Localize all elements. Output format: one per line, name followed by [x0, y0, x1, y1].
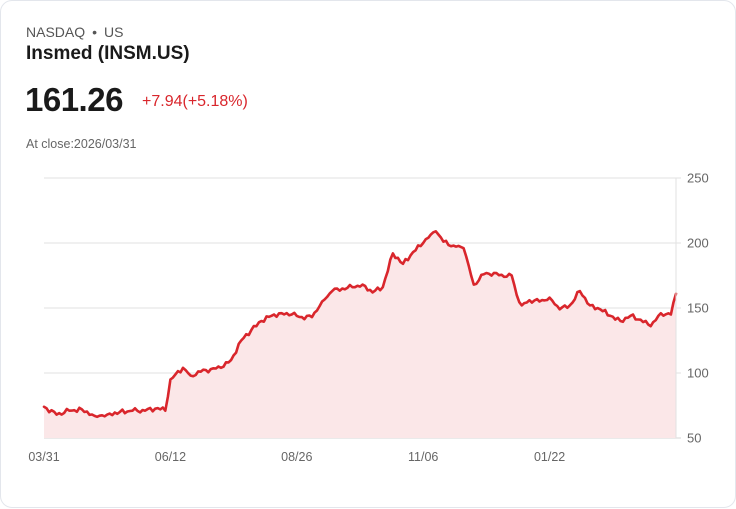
y-axis-ticks: 50 100 150 200 250 — [687, 171, 709, 446]
stock-title: Insmed (INSM.US) — [26, 43, 190, 64]
price-area-fill — [44, 231, 676, 438]
price-line — [42, 230, 678, 419]
x-axis-ticks: 03/31 06/12 08/26 11/06 01/22 — [28, 450, 565, 464]
exchange-name: NASDAQ — [26, 24, 86, 40]
x-tick-label: 06/12 — [155, 450, 186, 464]
separator-dot: • — [92, 24, 98, 40]
price-change: +7.94(+5.18%) — [142, 93, 248, 110]
y-tick-label: 200 — [687, 236, 709, 251]
y-tick-label: 250 — [687, 171, 709, 186]
close-date: At close:2026/03/31 — [26, 137, 137, 151]
exchange-line: NASDAQ • US — [26, 24, 123, 40]
y-tick-label: 100 — [687, 366, 709, 381]
market-name: US — [104, 24, 124, 40]
current-price: 161.26 — [25, 81, 123, 118]
x-tick-label: 01/22 — [534, 450, 565, 464]
y-tick-label: 150 — [687, 301, 709, 316]
x-tick-label: 11/06 — [408, 450, 438, 464]
y-tick-label: 50 — [687, 431, 701, 446]
x-tick-label: 08/26 — [281, 450, 312, 464]
x-tick-label: 03/31 — [28, 450, 59, 464]
